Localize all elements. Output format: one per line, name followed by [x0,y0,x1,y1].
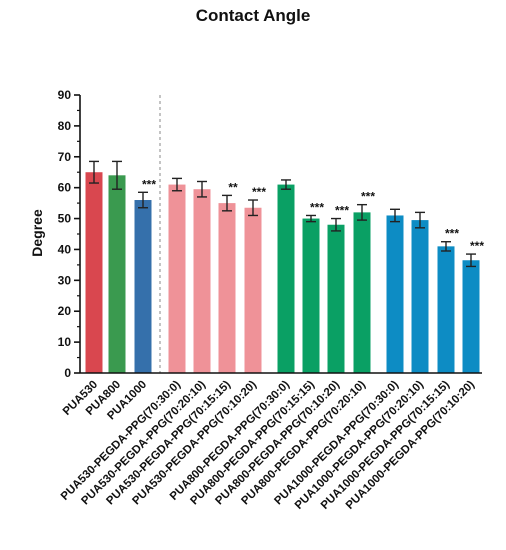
significance-label-9: *** [310,200,324,214]
bar-14 [437,246,455,373]
significance-label-10: *** [335,204,349,218]
significance-label-15: *** [470,239,484,253]
y-tick-label-40: 40 [58,242,72,256]
error-bars-group [89,160,476,268]
error-bar-6 [222,194,232,212]
y-tick-label-20: 20 [58,304,72,318]
y-tick-label-30: 30 [58,273,72,287]
y-tick-label-80: 80 [58,119,72,133]
significance-group: *** ** ****** ************ [142,177,484,253]
significance-label-7: *** [252,185,266,199]
bar-7 [244,207,262,373]
y-tick-label-90: 90 [58,88,72,102]
bar-12 [386,215,404,373]
error-bar-12 [390,208,400,223]
significance-label-14: *** [445,227,459,241]
bar-3 [134,200,152,373]
error-bar-14 [441,241,451,252]
y-tick-label-0: 0 [64,366,71,380]
x-tick-labels: PUA530PUA800PUA1000PUA530-PEGDA-PPG(70:3… [59,379,477,512]
significance-label-11: *** [361,190,375,204]
y-tick-label-50: 50 [58,212,72,226]
bar-8 [277,184,295,373]
chart-title: Contact Angle [195,6,311,25]
error-bar-2 [112,160,122,190]
error-bar-1 [89,160,99,184]
bar-6 [218,203,236,373]
error-bar-7 [248,199,258,217]
error-bar-13 [415,211,425,229]
error-bar-5 [197,180,207,198]
error-bar-15 [466,253,476,268]
y-tick-labels: 0 10 20 30 40 50 60 70 80 90 [58,88,72,380]
bar-15 [462,260,480,373]
bar-10 [327,224,345,373]
y-axis [74,94,81,374]
error-bar-10 [331,217,341,232]
y-tick-label-10: 10 [58,335,72,349]
error-bar-3 [138,191,148,209]
significance-label-3: *** [142,177,156,191]
bar-9 [302,218,320,373]
bar-4 [168,184,186,373]
bar-13 [411,220,429,373]
y-axis-label: Degree [29,209,45,257]
significance-label-6: ** [228,180,238,194]
bar-2 [108,175,126,373]
bar-1 [85,172,103,373]
y-tick-label-70: 70 [58,150,72,164]
bar-11 [353,212,371,373]
bar-5 [193,189,211,373]
error-bar-4 [172,177,182,192]
error-bar-11 [357,203,367,221]
error-bar-9 [306,214,316,223]
y-tick-label-60: 60 [58,181,72,195]
bars-group [85,172,480,373]
error-bar-8 [281,179,291,190]
